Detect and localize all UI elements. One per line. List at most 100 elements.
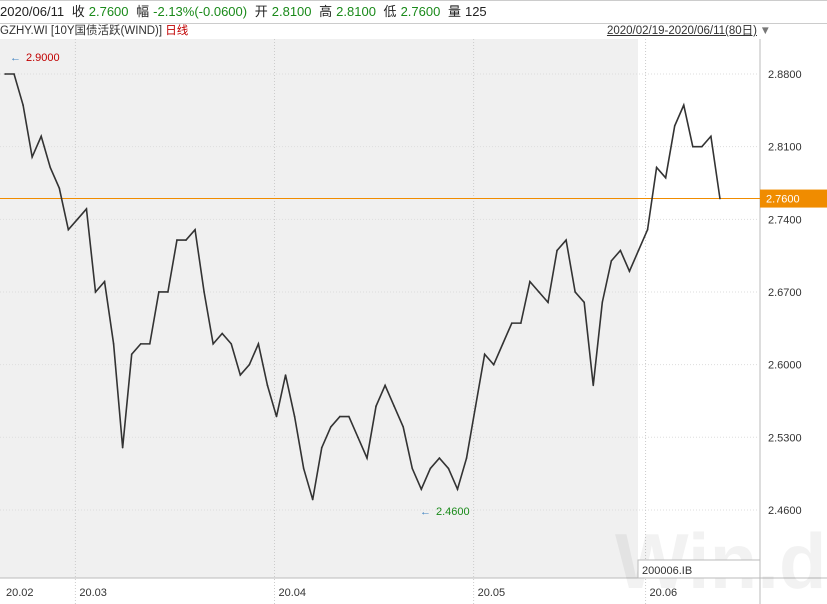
data-point <box>112 343 115 345</box>
y-tick-label: 2.8100 <box>768 142 802 154</box>
data-point <box>583 301 585 304</box>
data-point <box>637 249 640 252</box>
data-point <box>302 467 305 470</box>
low-value: 2.7600 <box>400 4 441 19</box>
close-value: 2.7600 <box>88 4 129 19</box>
chart-subheader: GZHY.WI [10Y国债活跃(WIND)] 日线 2020/02/19-20… <box>0 23 827 39</box>
data-point <box>565 239 567 241</box>
ticker-label: GZHY.WI [10Y国债活跃(WIND)] <box>0 25 163 37</box>
high-value: 2.8100 <box>336 4 376 19</box>
dropdown-triangle-icon[interactable]: ▼ <box>759 25 771 37</box>
data-point <box>94 291 97 293</box>
data-point <box>492 363 495 366</box>
volume-value: 125 <box>464 4 487 19</box>
date-range-link[interactable]: 2020/02/19-2020/06/11(80日) <box>606 25 757 37</box>
data-point <box>139 343 142 345</box>
data-point <box>610 260 613 262</box>
data-point <box>149 343 151 345</box>
data-point <box>366 457 368 459</box>
high-label: 高 <box>319 4 333 19</box>
x-tick-label: 20.04 <box>279 587 307 599</box>
data-point <box>158 291 160 293</box>
data-point <box>529 280 531 283</box>
data-point <box>646 228 649 231</box>
data-point <box>230 343 233 345</box>
data-point <box>592 384 595 387</box>
data-point <box>248 363 251 366</box>
data-point <box>682 104 685 106</box>
data-point <box>339 415 341 418</box>
data-point <box>538 291 540 293</box>
data-point <box>212 343 214 345</box>
y-tick-label: 2.6700 <box>768 287 802 299</box>
data-point <box>103 280 106 283</box>
data-point <box>76 218 79 221</box>
data-point <box>601 301 604 304</box>
data-point <box>465 457 468 459</box>
data-point <box>194 228 196 231</box>
close-label: 收 <box>71 4 85 19</box>
data-point <box>58 187 61 189</box>
history-shade <box>0 39 638 578</box>
period-label[interactable]: 日线 <box>165 25 189 37</box>
data-point <box>257 343 260 345</box>
data-point <box>619 249 622 252</box>
y-tick-label: 2.8800 <box>768 69 802 81</box>
y-tick-label: 2.4600 <box>768 505 802 517</box>
data-point <box>275 415 278 418</box>
contract-box <box>637 559 761 579</box>
data-point <box>411 467 414 470</box>
data-point <box>85 208 88 210</box>
data-point <box>574 291 576 293</box>
data-point <box>130 353 133 356</box>
y-tick-label: 2.5300 <box>768 432 802 444</box>
data-point <box>511 322 513 324</box>
data-point <box>67 228 70 231</box>
data-point <box>49 166 52 169</box>
x-tick-label: 20.05 <box>478 587 506 599</box>
data-point <box>719 197 721 200</box>
data-point <box>402 426 405 428</box>
data-point <box>203 291 205 293</box>
open-value: 2.8100 <box>271 4 312 19</box>
data-point <box>556 249 558 252</box>
data-point <box>547 301 549 304</box>
data-point <box>483 353 486 356</box>
data-point <box>710 135 712 138</box>
min-arrow-icon: ← <box>420 506 431 518</box>
data-point <box>176 239 178 241</box>
data-point <box>284 374 287 376</box>
data-point <box>520 322 522 324</box>
data-point <box>185 239 187 241</box>
data-point <box>293 415 296 418</box>
data-point <box>330 426 332 428</box>
data-point <box>474 405 477 407</box>
price-line <box>5 73 721 500</box>
data-point <box>375 405 377 407</box>
y-tick-label: 2.7400 <box>768 214 802 226</box>
data-point <box>501 343 504 345</box>
open-label: 开 <box>254 4 268 19</box>
data-point <box>40 135 42 138</box>
quote-date: 2020/06/11 <box>0 4 65 19</box>
min-annotation: 2.4600 <box>436 506 470 518</box>
data-point <box>692 145 694 148</box>
data-point <box>121 446 124 449</box>
data-point <box>420 488 423 491</box>
data-point <box>239 374 242 376</box>
data-point <box>167 291 169 293</box>
data-point <box>429 467 432 470</box>
data-point <box>664 177 667 179</box>
data-point <box>384 384 386 387</box>
contract-label: 200006.IB <box>642 565 692 577</box>
data-point <box>4 73 6 75</box>
data-point <box>266 384 269 387</box>
x-tick-label: 20.02 <box>6 587 34 599</box>
change-label: 幅 <box>136 4 150 19</box>
data-point <box>221 332 223 335</box>
data-point <box>628 270 631 273</box>
data-point <box>447 467 450 470</box>
data-point <box>393 405 395 407</box>
